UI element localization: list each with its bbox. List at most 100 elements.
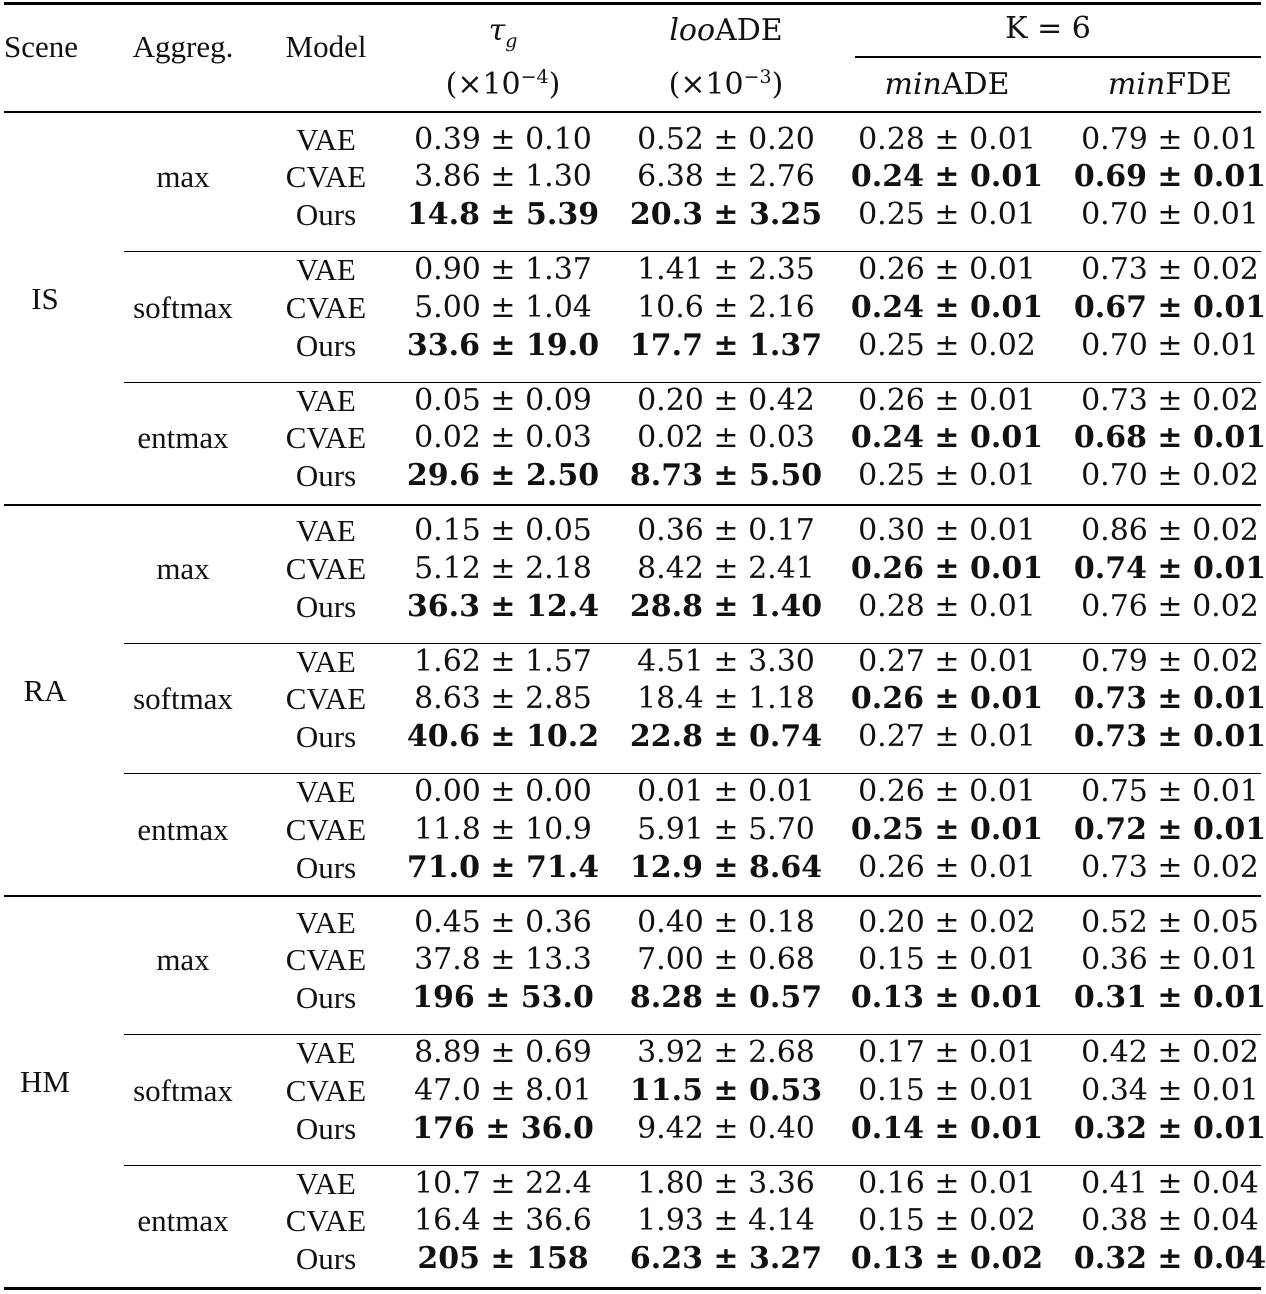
- tau-cell: 5.00 ± 1.04: [414, 289, 592, 325]
- aggreg-label: max: [156, 942, 210, 978]
- model-cell: CVAE: [285, 942, 367, 978]
- minfde-cell: 0.32 ± 0.01: [1073, 1110, 1266, 1146]
- model-cell: CVAE: [285, 811, 367, 847]
- group-rule: [124, 1034, 1261, 1036]
- model-cell: CVAE: [285, 289, 367, 325]
- tau-cell: 1.62 ± 1.57: [414, 643, 592, 679]
- model-cell: VAE: [296, 904, 356, 940]
- tau-cell: 14.8 ± 5.39: [406, 197, 600, 233]
- minade-cell: 0.25 ± 0.01: [858, 197, 1036, 233]
- model-cell: CVAE: [285, 159, 367, 195]
- tau-cell: 176 ± 36.0: [412, 1110, 594, 1146]
- looade-cell: 17.7 ± 1.37: [629, 327, 823, 363]
- tau-cell: 196 ± 53.0: [412, 980, 594, 1016]
- model-cell: VAE: [296, 513, 356, 548]
- tau-cell: 33.6 ± 19.0: [406, 327, 600, 363]
- minfde-cell: 0.73 ± 0.02: [1081, 849, 1259, 885]
- minfde-cell: 0.70 ± 0.02: [1081, 458, 1259, 494]
- tau-cell: 0.39 ± 0.10: [414, 121, 592, 157]
- minade-cell: 0.25 ± 0.01: [858, 458, 1036, 494]
- aggreg-label: entmax: [137, 811, 229, 847]
- looade-cell: 0.01 ± 0.01: [637, 774, 815, 809]
- tau-cell: 0.15 ± 0.05: [414, 513, 592, 548]
- minade-cell: 0.14 ± 0.01: [850, 1110, 1044, 1146]
- model-cell: Ours: [295, 197, 357, 233]
- looade-cell: 5.91 ± 5.70: [637, 811, 815, 847]
- model-cell: CVAE: [285, 1072, 367, 1108]
- header-tau-unit: (×10−4): [445, 66, 561, 102]
- minfde-cell: 0.52 ± 0.05: [1081, 904, 1259, 940]
- minfde-cell: 0.31 ± 0.01: [1073, 980, 1266, 1016]
- minfde-cell: 0.69 ± 0.01: [1073, 159, 1266, 195]
- minade-cell: 0.13 ± 0.02: [850, 1241, 1044, 1277]
- tau-cell: 8.89 ± 0.69: [414, 1035, 592, 1070]
- model-cell: CVAE: [285, 1203, 367, 1239]
- minfde-cell: 0.73 ± 0.02: [1081, 252, 1259, 287]
- minade-cell: 0.26 ± 0.01: [858, 252, 1036, 287]
- looade-cell: 8.73 ± 5.50: [629, 458, 823, 494]
- minade-cell: 0.24 ± 0.01: [850, 159, 1044, 195]
- model-cell: Ours: [295, 849, 357, 885]
- looade-cell: 18.4 ± 1.18: [637, 681, 815, 717]
- model-cell: VAE: [296, 1035, 356, 1070]
- minfde-cell: 0.41 ± 0.04: [1081, 1165, 1259, 1201]
- looade-cell: 0.20 ± 0.42: [637, 382, 815, 418]
- aggreg-label: softmax: [133, 1072, 233, 1108]
- group-rule: [124, 1164, 1261, 1166]
- minade-cell: 0.26 ± 0.01: [858, 849, 1036, 885]
- minfde-cell: 0.36 ± 0.01: [1081, 942, 1259, 978]
- minade-cell: 0.24 ± 0.01: [850, 289, 1044, 325]
- looade-cell: 9.42 ± 0.40: [637, 1110, 815, 1146]
- minfde-cell: 0.38 ± 0.04: [1081, 1203, 1259, 1239]
- looade-cell: 0.52 ± 0.20: [637, 121, 815, 157]
- looade-cell: 1.41 ± 2.35: [637, 252, 815, 287]
- looade-cell: 22.8 ± 0.74: [629, 719, 823, 755]
- minfde-cell: 0.73 ± 0.01: [1073, 681, 1266, 717]
- group-rule: [124, 642, 1261, 644]
- minade-cell: 0.26 ± 0.01: [850, 681, 1044, 717]
- tau-cell: 11.8 ± 10.9: [414, 811, 592, 847]
- aggreg-label: max: [156, 159, 210, 195]
- minade-cell: 0.28 ± 0.01: [858, 121, 1036, 157]
- model-cell: Ours: [295, 588, 357, 624]
- model-cell: Ours: [295, 327, 357, 363]
- minfde-cell: 0.67 ± 0.01: [1073, 289, 1266, 325]
- group-rule: [124, 773, 1261, 775]
- minade-cell: 0.15 ± 0.02: [858, 1203, 1036, 1239]
- model-cell: Ours: [295, 1110, 357, 1146]
- minade-cell: 0.30 ± 0.01: [858, 513, 1036, 548]
- tau-cell: 29.6 ± 2.50: [406, 458, 600, 494]
- header-minade: minADE: [884, 67, 1010, 102]
- minade-cell: 0.15 ± 0.01: [858, 942, 1036, 978]
- model-cell: VAE: [296, 382, 356, 418]
- scene-rule-1: [4, 504, 1261, 506]
- header-minfde: minFDE: [1107, 67, 1233, 102]
- minfde-cell: 0.75 ± 0.01: [1081, 774, 1259, 809]
- model-cell: Ours: [295, 1241, 357, 1277]
- aggreg-label: entmax: [137, 420, 229, 456]
- minfde-cell: 0.73 ± 0.02: [1081, 382, 1259, 418]
- minfde-cell: 0.79 ± 0.02: [1081, 643, 1259, 679]
- minade-cell: 0.16 ± 0.01: [858, 1165, 1036, 1201]
- minfde-cell: 0.79 ± 0.01: [1081, 121, 1259, 157]
- aggreg-label: softmax: [133, 681, 233, 717]
- looade-cell: 7.00 ± 0.68: [637, 942, 815, 978]
- minade-cell: 0.26 ± 0.01: [858, 774, 1036, 809]
- minade-cell: 0.26 ± 0.01: [858, 382, 1036, 418]
- tau-cell: 205 ± 158: [417, 1241, 589, 1277]
- model-cell: VAE: [296, 252, 356, 287]
- looade-cell: 1.80 ± 3.36: [637, 1165, 815, 1201]
- group-rule: [124, 381, 1261, 383]
- minade-cell: 0.20 ± 0.02: [858, 904, 1036, 940]
- header-tau: τg: [488, 13, 518, 52]
- scene-label: RA: [23, 672, 67, 708]
- model-cell: VAE: [296, 774, 356, 809]
- header-looade: looADE: [669, 13, 783, 48]
- looade-cell: 10.6 ± 2.16: [637, 289, 815, 325]
- tau-cell: 36.3 ± 12.4: [406, 588, 600, 624]
- minfde-cell: 0.73 ± 0.01: [1073, 719, 1266, 755]
- tau-cell: 0.45 ± 0.36: [414, 904, 592, 940]
- minfde-cell: 0.32 ± 0.04: [1073, 1241, 1266, 1277]
- looade-cell: 28.8 ± 1.40: [629, 588, 823, 624]
- scene-label: HM: [20, 1064, 70, 1100]
